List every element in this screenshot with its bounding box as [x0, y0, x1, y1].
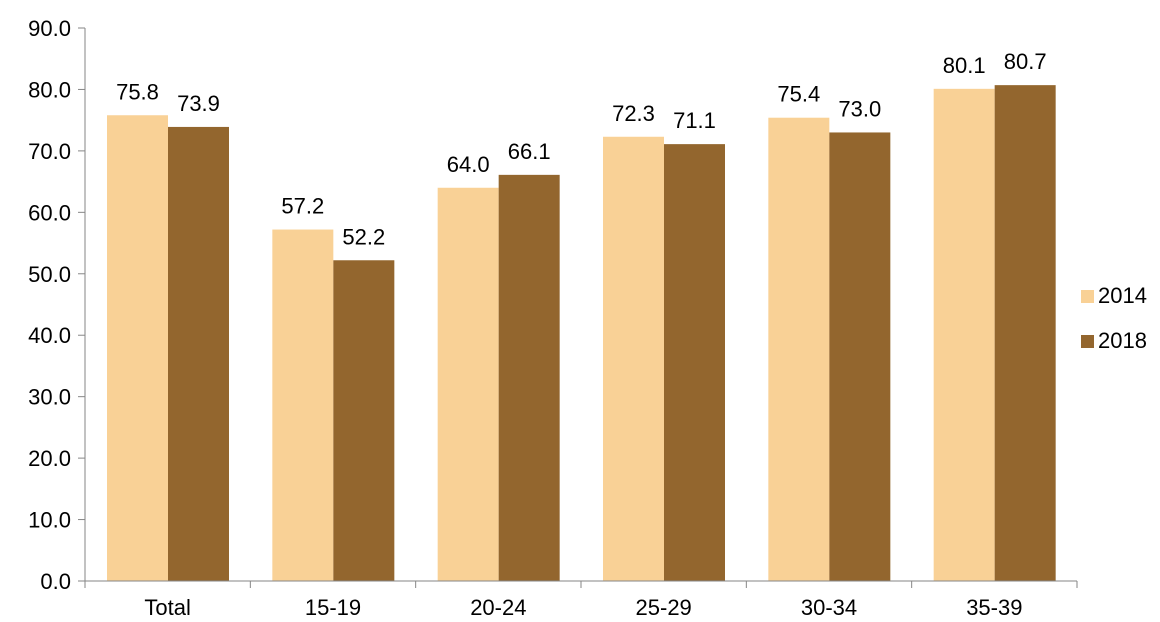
data-label-2018-Total: 73.9: [177, 91, 220, 116]
data-label-2018-25-29: 71.1: [673, 108, 716, 133]
x-tick-label: 25-29: [636, 595, 692, 620]
data-label-2014-35-39: 80.1: [943, 53, 986, 78]
data-label-2014-15-19: 57.2: [281, 194, 324, 219]
y-tick-label: 10.0: [28, 508, 71, 533]
x-tick-label: 20-24: [470, 595, 526, 620]
y-tick-label: 30.0: [28, 385, 71, 410]
y-tick-label: 70.0: [28, 139, 71, 164]
legend: 2014 2018: [1081, 283, 1147, 353]
bar-2014-35-39: [933, 88, 995, 581]
bar-2018-25-29: [664, 144, 725, 581]
y-axis-ticks: 0.0 10.0 20.0 30.0 40.0 50.0 60.0 70.0 80.0 90.0: [28, 16, 85, 594]
legend-label-2018: 2018: [1098, 328, 1147, 353]
y-tick-label: 40.0: [28, 323, 71, 348]
bar-2018-35-39: [994, 85, 1056, 581]
data-labels: 75.8 73.9 57.2 52.2 64.0 66.1 72.3 71.1 75.4 73.0…: [116, 49, 1046, 249]
bar-2014-Total: [107, 115, 168, 582]
legend-label-2014: 2014: [1098, 283, 1147, 308]
bar-2018-15-19: [333, 260, 395, 581]
y-tick-label: 20.0: [28, 446, 71, 471]
bar-2014-30-34: [768, 117, 830, 581]
bar-2014-15-19: [272, 229, 334, 581]
x-tick-label: 30-34: [801, 595, 857, 620]
x-tick-label: 35-39: [966, 595, 1022, 620]
bar-2018-Total: [168, 126, 229, 582]
data-label-2018-30-34: 73.0: [838, 96, 881, 121]
axes: [84, 28, 1077, 582]
data-label-2014-20-24: 64.0: [447, 152, 490, 177]
bars: [107, 85, 1056, 582]
y-tick-label: 50.0: [28, 262, 71, 287]
data-label-2018-20-24: 66.1: [508, 139, 551, 164]
bar-2018-20-24: [498, 174, 560, 581]
bar-2014-20-24: [437, 187, 499, 581]
bar-2018-30-34: [829, 132, 891, 581]
data-label-2018-15-19: 52.2: [342, 224, 385, 249]
legend-swatch-2018: [1081, 335, 1094, 348]
data-label-2018-35-39: 80.7: [1004, 49, 1047, 74]
data-label-2014-Total: 75.8: [116, 79, 159, 104]
legend-swatch-2014: [1081, 290, 1094, 303]
y-tick-label: 80.0: [28, 77, 71, 102]
data-label-2014-30-34: 75.4: [777, 82, 820, 107]
bar-2014-25-29: [603, 136, 664, 582]
y-tick-label: 90.0: [28, 16, 71, 41]
data-label-2014-25-29: 72.3: [612, 101, 655, 126]
y-tick-label: 60.0: [28, 200, 71, 225]
x-axis-ticks: Total 15-19 20-24 25-29 30-34 35-39: [84, 581, 1078, 620]
x-tick-label: 15-19: [305, 595, 361, 620]
x-tick-label: Total: [144, 595, 190, 620]
y-tick-label: 0.0: [40, 569, 71, 594]
